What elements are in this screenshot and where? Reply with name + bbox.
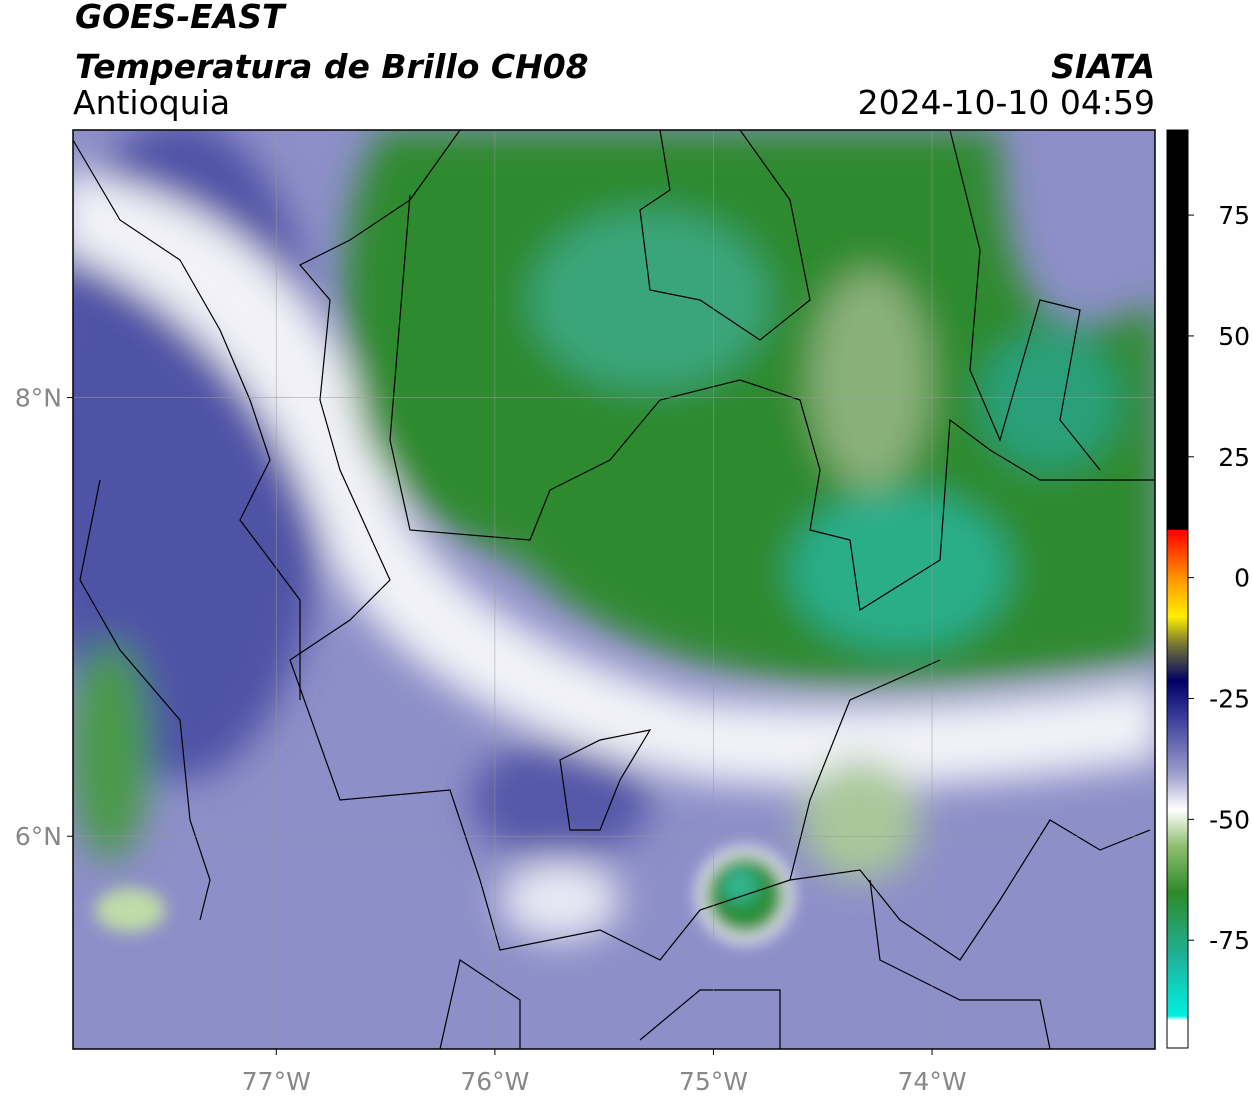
title: GOES-EAST [75, 0, 287, 36]
datetime: 2024-10-10 04:59 [858, 83, 1155, 122]
graticule [73, 130, 1155, 1049]
colorbar-tick-label: 25 [1218, 443, 1250, 472]
subtitle: Temperatura de Brillo CH08 [75, 47, 589, 86]
colorbar-tick-label: 0 [1234, 564, 1250, 593]
source: SIATA [1051, 47, 1155, 86]
colorbar-tick-label: 50 [1218, 322, 1250, 351]
lat-tick-label: 8°N [15, 384, 62, 413]
colorbar-tick-label: -50 [1209, 805, 1250, 834]
lon-tick-label: 76°W [460, 1067, 529, 1096]
colorbar-tick-label: -25 [1209, 684, 1250, 713]
lon-tick-label: 77°W [242, 1067, 311, 1096]
colorbar-tick-label: -75 [1209, 926, 1250, 955]
map-image [73, 130, 1155, 1049]
map-frame [72, 129, 1156, 1050]
lat-tick-label: 6°N [15, 822, 62, 851]
lon-tick-label: 74°W [898, 1067, 967, 1096]
lon-tick-label: 75°W [679, 1067, 748, 1096]
colorbar-tick-label: 75 [1218, 201, 1250, 230]
colorbar [1166, 129, 1189, 1049]
region: Antioquia [73, 83, 230, 122]
